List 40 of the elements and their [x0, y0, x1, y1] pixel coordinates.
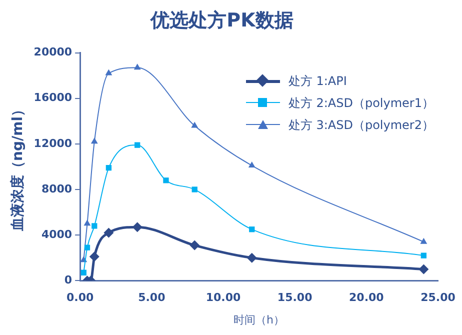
- legend-label: 处方 1:API: [288, 72, 347, 90]
- x-tick-label: 20.00: [349, 291, 384, 304]
- point: [105, 69, 112, 76]
- point: [420, 252, 427, 258]
- y-tick-label: 12000: [34, 136, 72, 150]
- point: [190, 240, 200, 250]
- x-tick-label: 25.00: [420, 291, 456, 304]
- point: [191, 122, 198, 128]
- x-tick-label: 5.00: [138, 291, 166, 304]
- y-tick-label: 20000: [34, 46, 72, 59]
- point: [84, 220, 91, 226]
- legend-label: 处方 3:ASD（polymer2）: [288, 116, 434, 134]
- y-tick-label: 0: [64, 273, 72, 286]
- point: [418, 264, 429, 274]
- point: [134, 64, 141, 70]
- y-tick-label: 4000: [41, 228, 72, 241]
- point: [249, 226, 255, 232]
- point: [192, 186, 198, 192]
- x-tick-label: 10.00: [206, 291, 241, 304]
- chart-title: 优选处方PK数据: [150, 9, 294, 32]
- point: [90, 138, 98, 144]
- y-tick-label: 8000: [41, 182, 72, 196]
- point: [104, 228, 114, 238]
- point: [80, 270, 86, 276]
- point: [420, 238, 428, 244]
- point: [134, 142, 140, 148]
- y-axis-title: 血液浓度（ng/ml）: [9, 102, 26, 232]
- point: [92, 223, 98, 229]
- point: [246, 252, 257, 263]
- x-axis-title: 时间（h）: [234, 313, 285, 326]
- point: [106, 165, 112, 171]
- x-tick-label: 15.00: [277, 291, 313, 304]
- y-tick-label: 16000: [34, 91, 72, 104]
- legend-label: 处方 2:ASD（polymer1）: [288, 94, 434, 112]
- point: [248, 162, 256, 168]
- x-tick-label: 0.00: [66, 291, 94, 304]
- point: [89, 252, 100, 262]
- point: [132, 222, 142, 232]
- point: [163, 178, 169, 184]
- point: [84, 244, 90, 250]
